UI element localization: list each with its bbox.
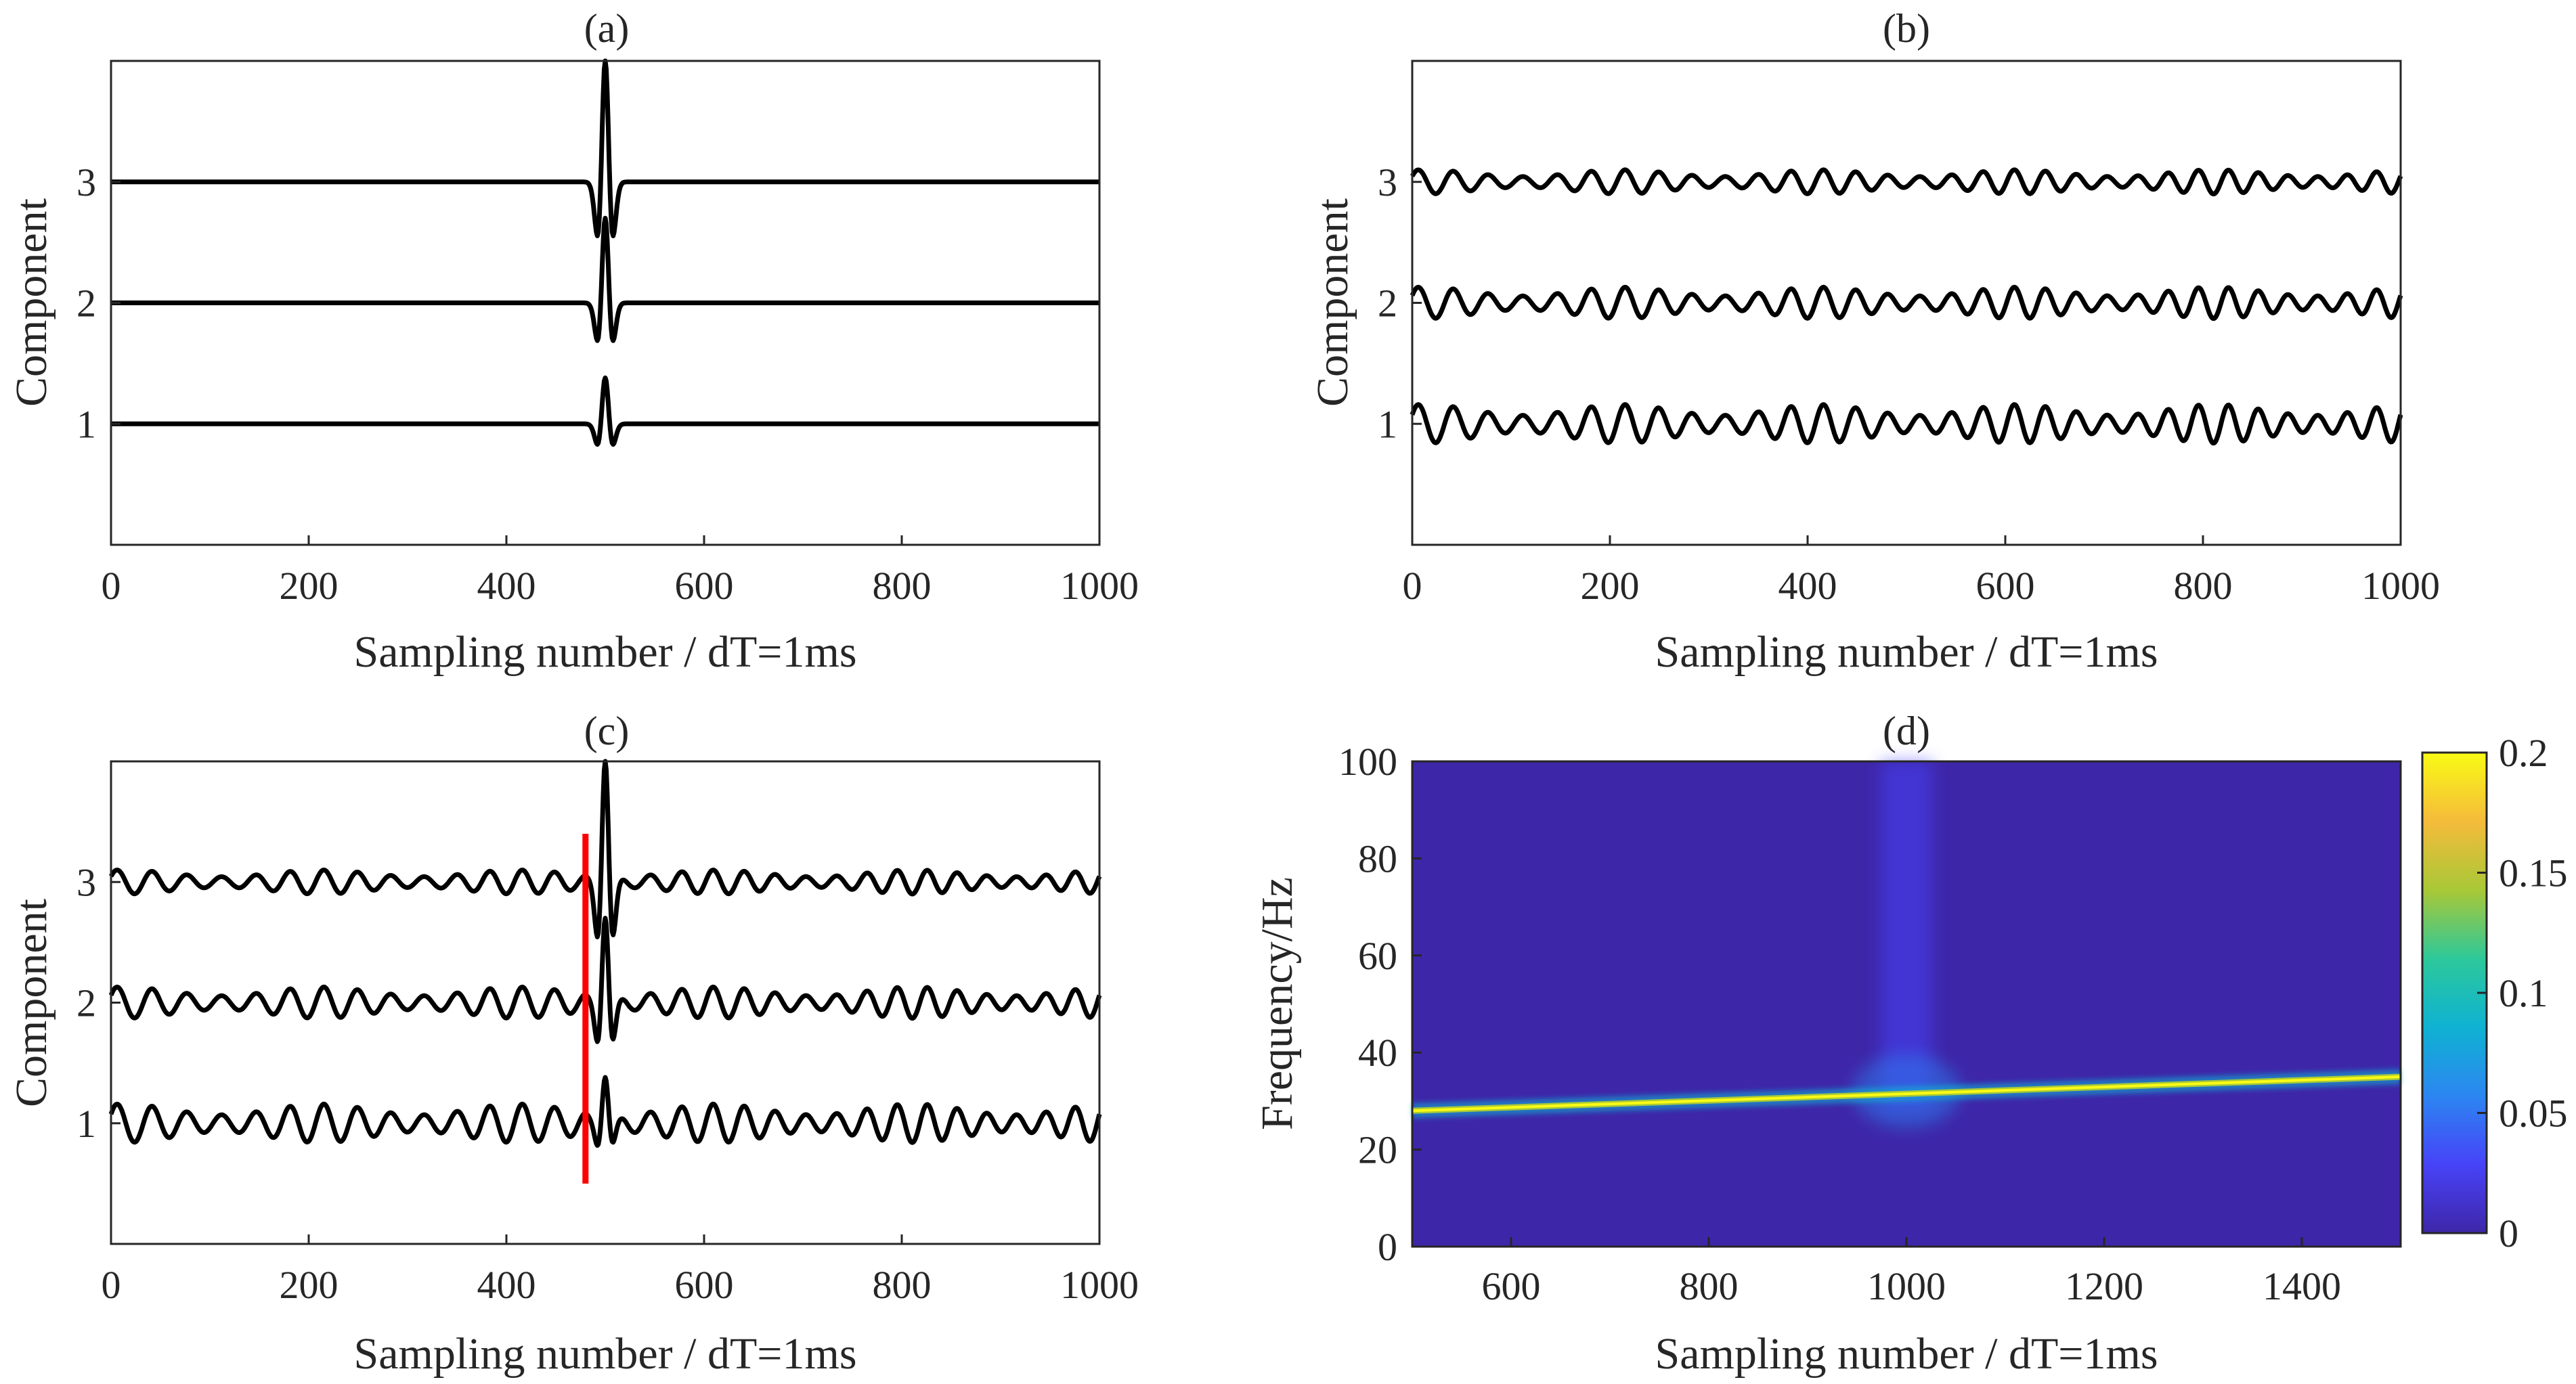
panel-b-y-ticks: 1 2 3 [1378, 160, 1422, 446]
colorbar-tick-label: 0.05 [2499, 1092, 2568, 1136]
y-tick-label: 2 [77, 282, 96, 326]
x-tick-label: 1200 [2065, 1264, 2143, 1308]
panel-a-y-ticks: 1 2 3 [77, 160, 121, 446]
x-tick-label: 600 [675, 1263, 734, 1307]
panel-c-x-ticks: 0 200 400 600 800 1000 [102, 1234, 1139, 1307]
y-tick-label: 100 [1338, 740, 1397, 784]
x-tick-label: 600 [1976, 564, 2035, 608]
panel-c-xlabel: Sampling number / dT=1ms [353, 1329, 856, 1379]
x-tick-label: 800 [1680, 1264, 1739, 1308]
trace-component-3 [1410, 167, 2403, 197]
ridge-peak [1412, 1075, 2401, 1113]
colorbar-tick-label: 0.1 [2499, 971, 2548, 1015]
panel-a-x-ticks: 0 200 400 600 800 1000 [102, 535, 1139, 608]
x-tick-label: 1000 [2361, 564, 2440, 608]
y-tick-label: 40 [1358, 1031, 1397, 1075]
x-tick-label: 0 [102, 564, 121, 608]
trace-component-1 [1410, 402, 2403, 446]
event-energy-column [1881, 761, 1932, 1111]
x-tick-label: 800 [873, 564, 932, 608]
colorbar-tick-label: 0 [2499, 1211, 2518, 1255]
x-tick-label: 400 [1778, 564, 1837, 608]
y-tick-label: 3 [77, 860, 96, 904]
panel-b-x-ticks: 0 200 400 600 800 1000 [1403, 535, 2440, 608]
y-tick-label: 3 [1378, 160, 1397, 204]
panel-c-traces [108, 759, 1102, 1148]
panel-d-spectrogram [1412, 761, 2401, 1247]
x-tick-label: 200 [280, 564, 339, 608]
colorbar-tick-label: 0.2 [2499, 731, 2548, 775]
x-tick-label: 0 [1403, 564, 1422, 608]
y-tick-label: 0 [1378, 1225, 1397, 1269]
x-tick-label: 400 [477, 564, 536, 608]
panel-d-y-ticks: 0 20 40 60 80 100 [1338, 740, 1422, 1269]
trace-component-2 [1410, 284, 2403, 321]
panel-b-title: (b) [1883, 6, 1930, 51]
panel-d-x-ticks: 600 800 1000 1200 1400 [1482, 1237, 2341, 1308]
panel-a: (a) 1 2 3 0 200 400 600 800 1000 Sampling numbe… [7, 6, 1139, 677]
panel-d-ylabel: Frequency/Hz [1252, 877, 1302, 1130]
y-tick-label: 1 [77, 402, 96, 446]
panel-d-title: (d) [1883, 709, 1930, 753]
trace-component-1 [108, 1075, 1102, 1148]
trace-component-2 [108, 916, 1102, 1044]
trace-component-3 [108, 759, 1102, 939]
trace-component-3 [110, 58, 1101, 238]
trace-component-1 [110, 375, 1101, 447]
panel-a-xlabel: Sampling number / dT=1ms [353, 627, 856, 677]
x-tick-label: 0 [102, 1263, 121, 1307]
x-tick-label: 200 [280, 1263, 339, 1307]
y-tick-label: 20 [1358, 1128, 1397, 1172]
panel-c-y-ticks: 1 2 3 [77, 860, 121, 1146]
x-tick-label: 600 [675, 564, 734, 608]
panel-b-traces [1410, 167, 2403, 446]
y-tick-label: 2 [1378, 282, 1397, 326]
y-tick-label: 80 [1358, 836, 1397, 880]
x-tick-label: 1000 [1060, 564, 1139, 608]
y-tick-label: 1 [1378, 402, 1397, 446]
panel-a-title: (a) [584, 6, 630, 51]
trace-component-2 [110, 215, 1101, 343]
panel-d: (d) 0 20 40 60 80 100 600 800 1000 1200 1400 Samp… [1252, 709, 2568, 1379]
y-tick-label: 60 [1358, 934, 1397, 978]
panel-d-xlabel: Sampling number / dT=1ms [1655, 1329, 2158, 1379]
x-tick-label: 800 [873, 1263, 932, 1307]
x-tick-label: 1000 [1060, 1263, 1139, 1307]
panel-b: (b) 1 2 3 0 200 400 600 800 1000 Sampling numbe… [1308, 6, 2440, 677]
panel-b-ylabel: Component [1308, 198, 1357, 407]
panel-a-traces [110, 58, 1101, 447]
y-tick-label: 1 [77, 1102, 96, 1146]
x-tick-label: 400 [477, 1263, 536, 1307]
y-tick-label: 3 [77, 160, 96, 204]
panel-b-xlabel: Sampling number / dT=1ms [1655, 627, 2158, 677]
panel-c-title: (c) [584, 709, 630, 753]
x-tick-label: 600 [1482, 1264, 1541, 1308]
panel-c-ylabel: Component [7, 899, 56, 1107]
y-tick-label: 2 [77, 981, 96, 1025]
colorbar-ticks: 0 0.05 0.1 0.15 0.2 [2477, 731, 2568, 1255]
x-tick-label: 800 [2174, 564, 2233, 608]
x-tick-label: 1000 [1867, 1264, 1946, 1308]
panel-a-ylabel: Component [7, 198, 56, 407]
x-tick-label: 200 [1581, 564, 1640, 608]
panel-c: (c) 1 2 3 0 200 400 600 800 1000 Sampling numbe… [7, 709, 1139, 1379]
colorbar [2421, 751, 2488, 1234]
x-tick-label: 1400 [2263, 1264, 2341, 1308]
colorbar-tick-label: 0.15 [2499, 851, 2568, 895]
